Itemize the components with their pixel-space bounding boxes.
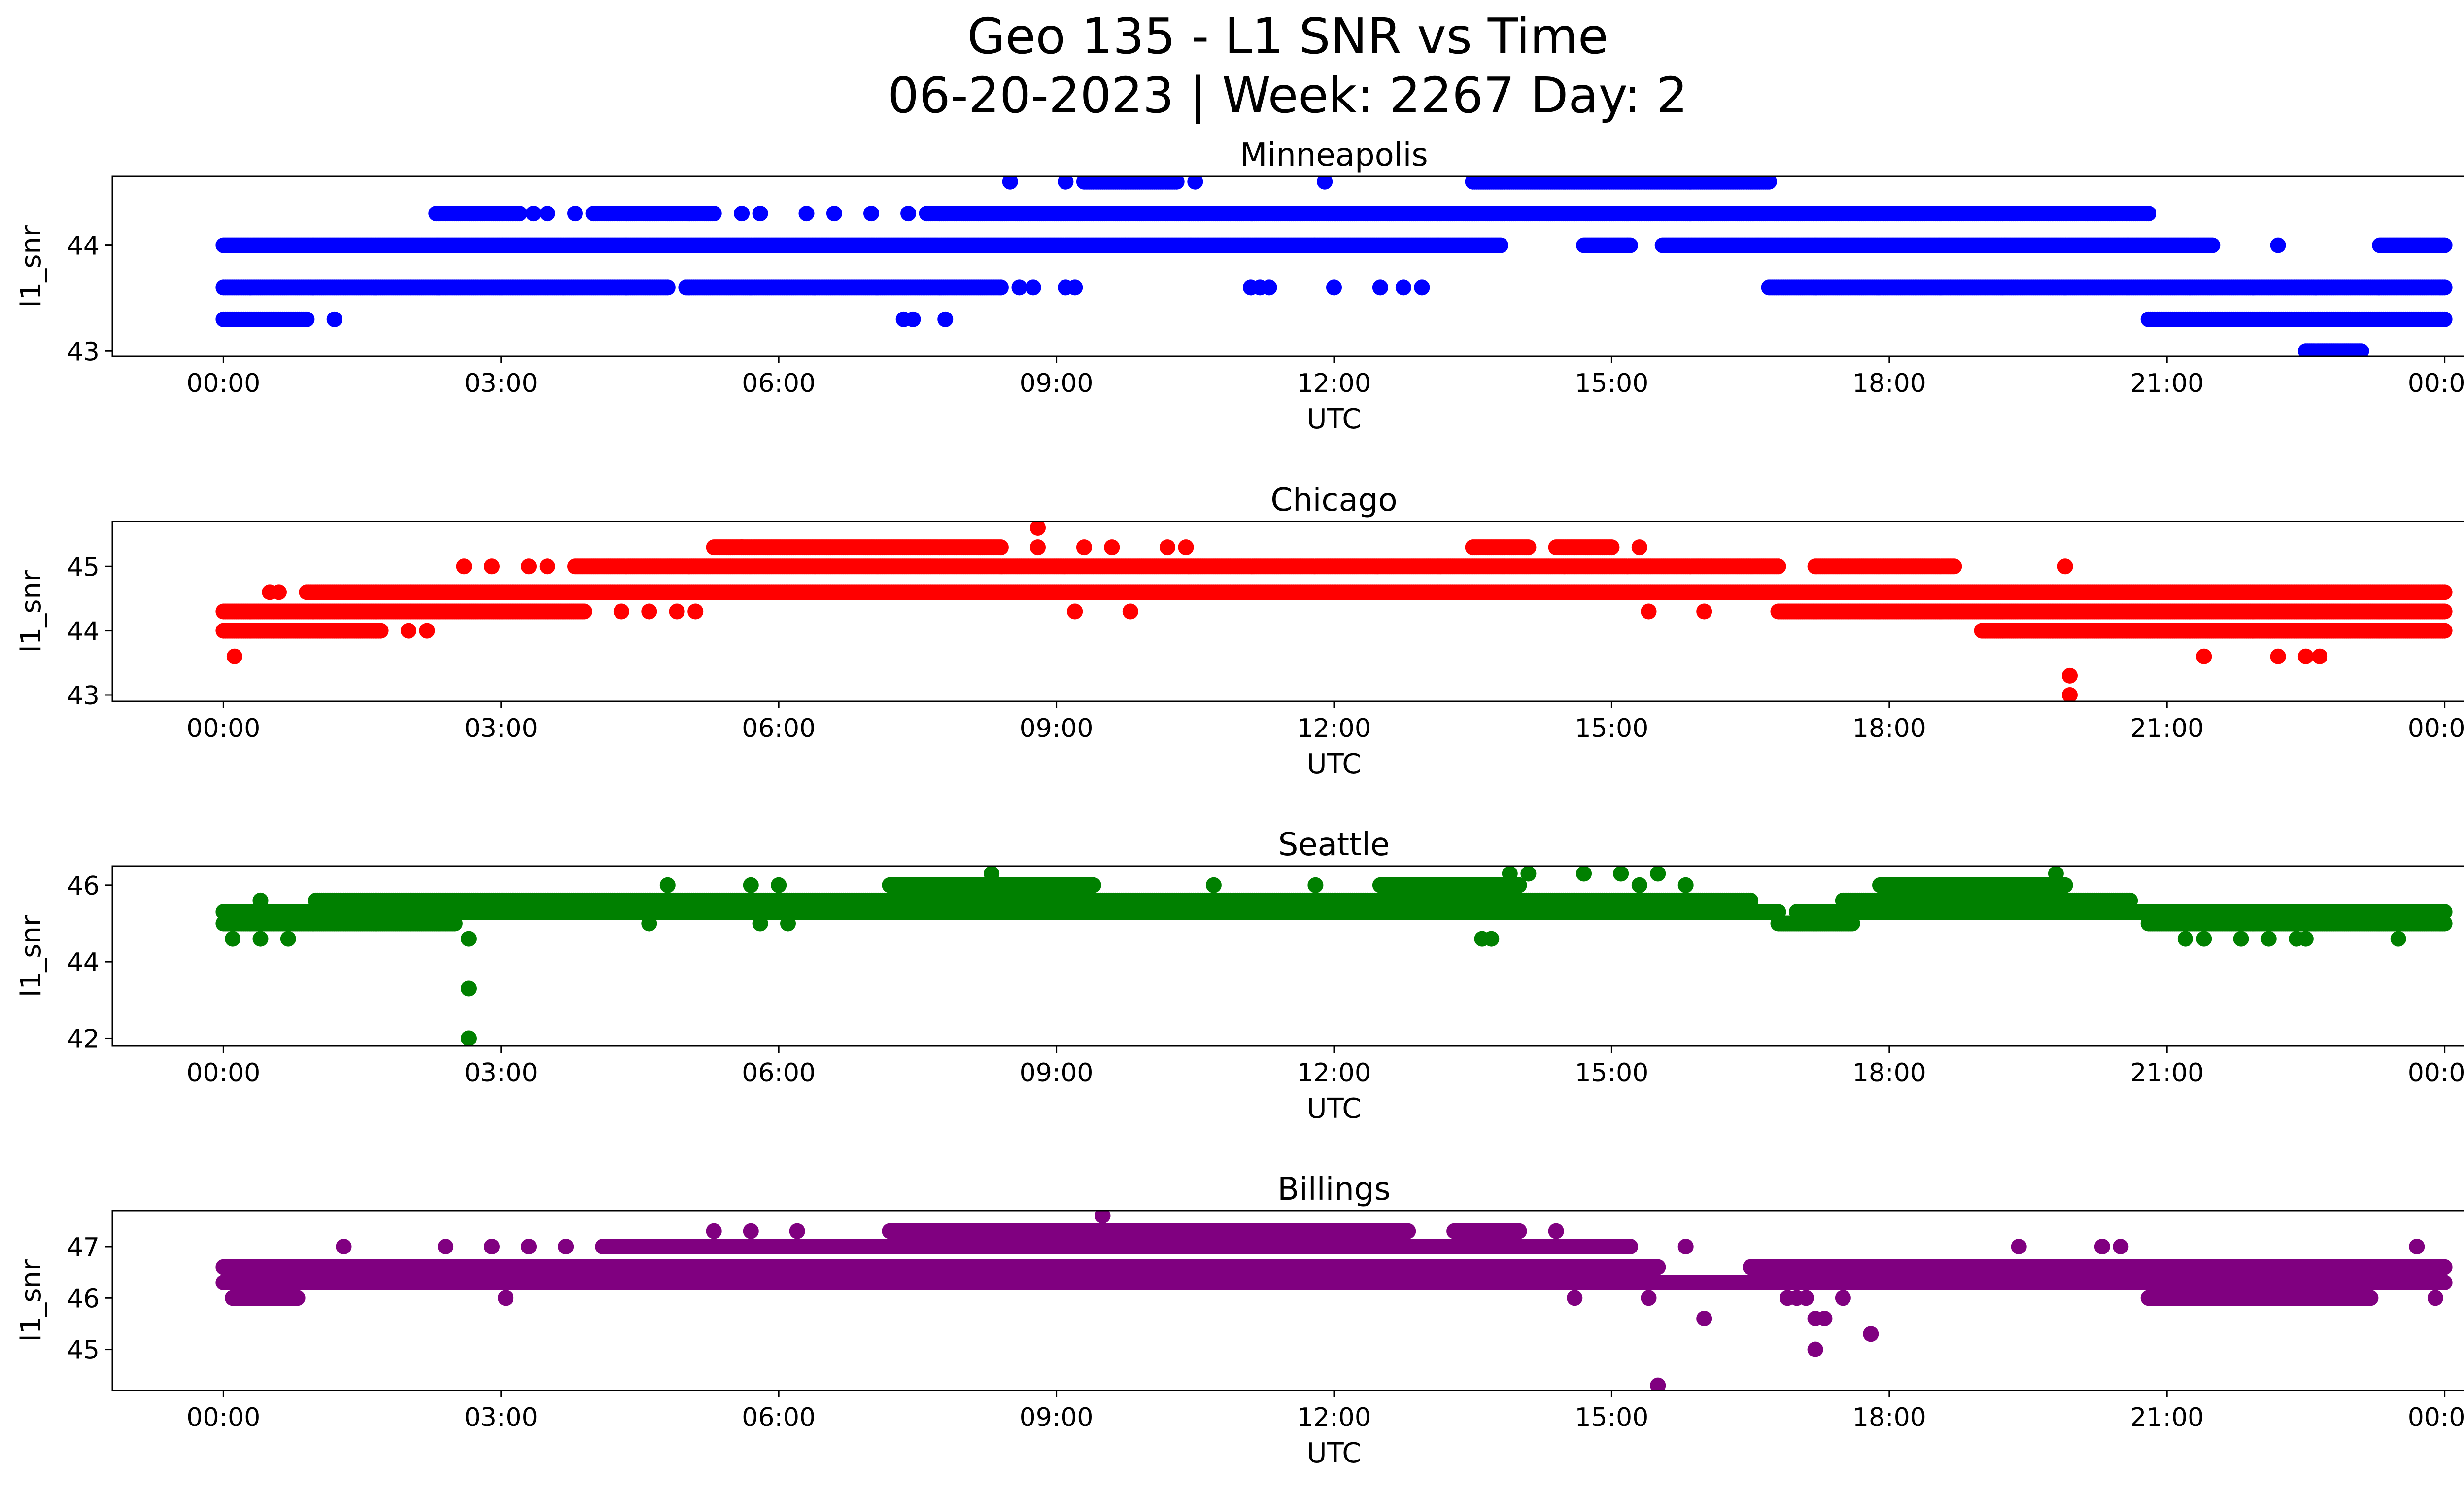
y-tick-label: 44 <box>67 232 100 261</box>
x-tick-label: 09:00 <box>1020 369 1094 398</box>
data-point <box>1414 279 1430 296</box>
y-tick-label: 43 <box>67 337 100 367</box>
x-tick-label: 00:00 <box>186 369 260 398</box>
subplot-panels: Minneapolis 00:00 03:00 06:00 09:00 12:00 15:0… <box>15 137 2464 1469</box>
data-point <box>525 206 542 222</box>
x-tick-label: 00:00 <box>2408 369 2464 398</box>
data-point <box>2204 237 2221 253</box>
x-tick-label: 18:00 <box>1852 369 1926 398</box>
x-tick-label: 15:00 <box>1574 369 1648 398</box>
data-point <box>937 311 954 327</box>
chart-title-line-2: 06-20-2023 | Week: 2267 Day: 2 <box>888 67 1687 124</box>
data-point <box>2436 279 2453 296</box>
data-point <box>2436 623 2453 639</box>
data-point <box>1326 279 1342 296</box>
chart-title-line-1: Geo 135 - L1 SNR vs Time <box>967 7 1608 65</box>
data-point <box>669 603 685 620</box>
data-point <box>401 623 416 639</box>
data-point <box>576 603 592 620</box>
y-axis-label: l1_snr <box>15 225 47 308</box>
data-point <box>299 311 315 327</box>
data-point <box>2353 343 2369 356</box>
x-axis-label: UTC <box>1306 403 1361 435</box>
data-point <box>419 623 435 639</box>
data-point <box>905 311 921 327</box>
x-tick-label: 12:00 <box>1297 369 1371 398</box>
data-point <box>1168 176 1185 190</box>
data-point <box>2436 311 2453 327</box>
axes-frame <box>111 175 2464 357</box>
data-point <box>613 603 629 620</box>
data-point <box>1067 279 1083 296</box>
data-point <box>512 206 528 222</box>
subplot-title: Minneapolis <box>1240 137 1428 174</box>
data-points <box>215 522 2453 701</box>
data-point <box>863 206 879 222</box>
data-point <box>1493 237 1508 253</box>
data-point <box>706 206 722 222</box>
data-point <box>373 623 389 639</box>
subplot-title: Chicago <box>1270 482 1397 519</box>
x-tick-label: 06:00 <box>742 369 816 398</box>
data-point <box>992 279 1009 296</box>
data-point <box>1025 279 1041 296</box>
x-tick-label: 21:00 <box>2130 369 2204 398</box>
data-point <box>1122 603 1138 620</box>
data-point <box>1187 176 1203 190</box>
data-point <box>539 206 555 222</box>
data-point <box>1641 603 1657 620</box>
data-points <box>215 176 2453 356</box>
data-point <box>687 603 704 620</box>
data-point <box>1622 237 1638 253</box>
data-point <box>1002 176 1018 190</box>
data-point <box>567 206 583 222</box>
data-point <box>2436 237 2453 253</box>
data-point <box>2140 206 2156 222</box>
data-point <box>659 279 676 296</box>
x-tick-label: 03:00 <box>464 369 538 398</box>
data-point <box>1058 176 1074 190</box>
data-point <box>1372 279 1388 296</box>
data-point <box>1696 603 1712 620</box>
data-point <box>641 603 657 620</box>
data-point <box>826 206 842 222</box>
data-point <box>900 206 917 222</box>
data-point <box>1261 279 1277 296</box>
data-point <box>1317 176 1333 190</box>
data-point <box>2436 603 2453 620</box>
data-point <box>752 206 768 222</box>
data-point <box>798 206 815 222</box>
data-point <box>1067 603 1083 620</box>
data-point <box>1761 176 1777 190</box>
data-point <box>326 311 342 327</box>
data-point <box>2270 237 2286 253</box>
data-point <box>734 206 750 222</box>
subplot-minneapolis: Minneapolis 00:00 03:00 06:00 09:00 12:00 15:0… <box>15 137 2464 435</box>
data-point <box>1395 279 1411 296</box>
data-point <box>1011 279 1027 296</box>
